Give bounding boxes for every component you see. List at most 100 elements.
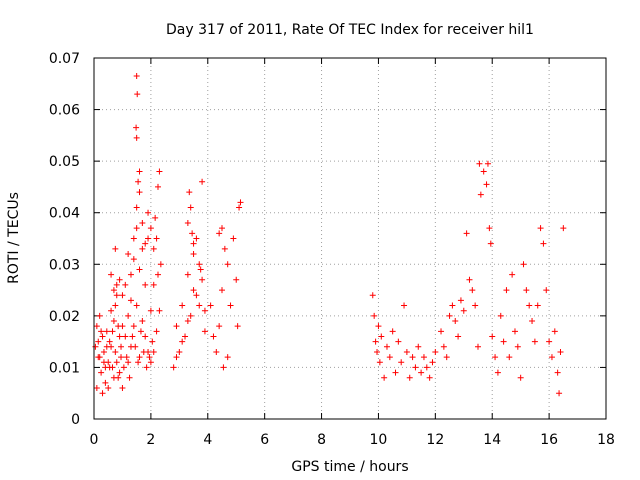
y-tick-label: 0.04 xyxy=(49,206,80,222)
data-point xyxy=(133,73,140,80)
data-point xyxy=(392,369,399,376)
data-point xyxy=(526,302,533,309)
data-point xyxy=(108,307,115,314)
data-point xyxy=(210,333,217,340)
data-point xyxy=(543,287,550,294)
data-point xyxy=(182,333,189,340)
data-point xyxy=(150,245,157,252)
data-point xyxy=(213,348,220,355)
data-point xyxy=(483,181,490,188)
data-point xyxy=(234,323,241,330)
data-point xyxy=(109,328,116,335)
data-point xyxy=(227,302,234,309)
data-point xyxy=(133,204,140,211)
x-tick-label: 18 xyxy=(597,432,615,448)
data-point xyxy=(477,191,484,198)
data-point xyxy=(99,333,106,340)
data-point xyxy=(127,271,134,278)
data-point xyxy=(452,318,459,325)
data-point xyxy=(199,276,206,283)
data-point xyxy=(173,354,180,361)
data-point xyxy=(187,204,194,211)
data-point xyxy=(220,364,227,371)
data-point xyxy=(199,178,206,185)
data-point xyxy=(179,302,186,309)
data-point xyxy=(193,292,200,299)
x-tick-label: 8 xyxy=(317,432,326,448)
data-point xyxy=(127,343,134,350)
x-tick-label: 4 xyxy=(203,432,212,448)
data-point xyxy=(534,302,541,309)
data-point xyxy=(96,354,103,361)
data-point xyxy=(157,261,164,268)
data-point xyxy=(146,354,153,361)
data-point xyxy=(133,134,140,141)
data-point xyxy=(540,240,547,247)
data-point xyxy=(142,333,149,340)
data-point xyxy=(466,276,473,283)
data-point xyxy=(99,390,106,397)
data-point xyxy=(374,348,381,355)
data-point xyxy=(460,307,467,314)
data-point xyxy=(403,348,410,355)
data-point xyxy=(105,385,112,392)
y-tick-label: 0.03 xyxy=(49,257,80,273)
x-axis-title: GPS time / hours xyxy=(291,459,408,475)
data-point xyxy=(103,343,110,350)
data-point xyxy=(398,359,405,366)
data-point xyxy=(201,307,208,314)
data-point xyxy=(93,385,100,392)
data-point xyxy=(523,287,530,294)
data-point xyxy=(139,220,146,227)
data-point xyxy=(136,354,143,361)
data-point xyxy=(98,328,105,335)
data-point xyxy=(386,354,393,361)
data-point xyxy=(142,281,149,288)
data-point xyxy=(418,369,425,376)
x-tick-label: 0 xyxy=(90,432,99,448)
y-tick-label: 0.07 xyxy=(49,51,80,67)
data-point xyxy=(155,183,161,190)
data-point xyxy=(449,302,456,309)
data-point xyxy=(130,323,137,330)
data-point xyxy=(133,124,140,131)
data-point xyxy=(129,333,136,340)
data-point xyxy=(230,235,237,242)
data-point xyxy=(236,204,243,211)
data-point xyxy=(142,240,149,247)
data-point xyxy=(116,276,123,283)
data-point xyxy=(176,348,183,355)
data-point xyxy=(509,271,516,278)
data-marks xyxy=(92,73,567,397)
y-tick-label: 0.06 xyxy=(49,103,80,119)
data-point xyxy=(112,348,119,355)
data-point xyxy=(134,91,141,98)
data-point xyxy=(139,318,146,325)
data-point xyxy=(184,271,191,278)
data-point xyxy=(409,354,416,361)
chart-title: Day 317 of 2011, Rate Of TEC Index for r… xyxy=(166,22,534,38)
data-point xyxy=(150,281,157,288)
data-point xyxy=(135,178,142,185)
x-tick-label: 14 xyxy=(483,432,501,448)
data-point xyxy=(432,348,439,355)
data-point xyxy=(186,189,193,196)
data-point xyxy=(497,312,504,319)
data-point xyxy=(122,281,129,288)
x-tick-label: 16 xyxy=(540,432,558,448)
data-point xyxy=(500,338,507,345)
data-point xyxy=(145,348,152,355)
y-tick-label: 0 xyxy=(71,412,80,428)
data-point xyxy=(156,307,163,314)
data-point xyxy=(125,359,132,366)
x-tick-label: 12 xyxy=(426,432,444,448)
data-point xyxy=(106,364,113,371)
data-point xyxy=(554,369,561,376)
data-point xyxy=(119,385,126,392)
data-point xyxy=(472,302,479,309)
data-point xyxy=(423,364,430,371)
y-axis-title: ROTI / TECUs xyxy=(6,192,22,284)
data-point xyxy=(120,364,127,371)
data-point xyxy=(145,235,152,242)
